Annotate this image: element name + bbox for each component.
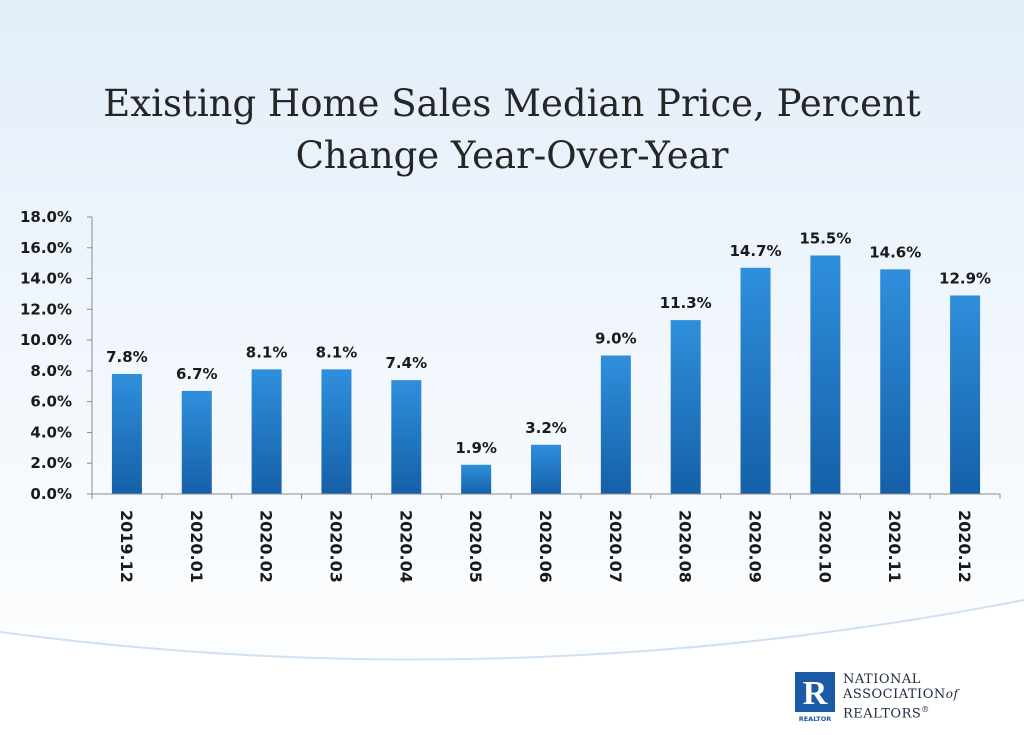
y-tick-label: 12.0% [20,300,72,318]
bars: 7.8% 6.7% 8.1% 8.1% 7.4% 1.9% 3.2% 9.0% 11.3% 14.… [106,229,991,494]
x-tick-label-2020.10: 2020.10 [815,510,834,583]
x-tick-label-2020.02: 2020.02 [257,510,276,583]
logo-line-2: ASSOCIATION [843,687,946,702]
data-label-2019.12: 7.8% [106,348,148,366]
x-tick-label-2020.04: 2020.04 [396,510,415,583]
x-tick-label-2020.05: 2020.05 [466,510,485,583]
bar-2019.12 [111,373,142,494]
x-tick-label-2019.12: 2019.12 [117,510,136,583]
bar-2020.01 [181,390,212,494]
y-tick-label: 4.0% [30,423,72,441]
logo-line-1: NATIONAL [843,672,921,687]
x-tick-label-2020.01: 2020.01 [187,510,206,583]
bar-2020.12 [950,295,981,494]
data-label-2020.06: 3.2% [525,419,567,437]
data-label-2020.08: 11.3% [660,294,712,312]
bar-2020.09 [740,267,771,494]
data-label-2020.03: 8.1% [316,343,358,361]
data-label-2020.10: 15.5% [799,229,851,247]
bar-2020.07 [600,355,631,494]
y-tick-label: 8.0% [30,362,72,380]
chart-title: Existing Home Sales Median Price, Percen… [0,78,1024,182]
chart-title-line-2: Change Year-Over-Year [295,134,729,177]
bar-2020.08 [670,320,701,494]
nar-logo: R REALTOR NATIONAL ASSOCIATIONof REALTOR… [793,670,983,724]
data-label-2020.12: 12.9% [939,269,991,287]
bar-2020.11 [880,269,911,494]
logo-line-3-suffix: ® [921,705,930,714]
bar-2020.06 [531,444,561,494]
data-label-2020.04: 7.4% [386,354,428,372]
logo-line-2-suffix: of [945,687,959,701]
y-tick-label: 14.0% [20,270,72,288]
y-tick-label: 0.0% [30,485,72,503]
logo-mark-letter: R [803,675,828,712]
data-label-2020.05: 1.9% [455,439,497,457]
x-tick-label-2020.07: 2020.07 [606,510,625,583]
logo-line-3: REALTORS [843,706,922,722]
y-tick-label: 2.0% [30,454,72,472]
logo-mark-caption: REALTOR [799,715,832,723]
y-tick-label: 6.0% [30,393,72,411]
y-axis: 0.0% 2.0% 4.0% 6.0% 8.0% 10.0% 12.0% 14.0% 16.0%… [20,208,93,503]
chart-title-line-1: Existing Home Sales Median Price, Percen… [103,82,921,125]
bar-2020.05 [461,464,492,494]
data-label-2020.11: 14.6% [869,243,921,261]
x-tick-label-2020.08: 2020.08 [676,510,695,583]
data-label-2020.07: 9.0% [595,330,637,348]
bar-2020.04 [391,380,422,494]
y-tick-label: 18.0% [20,208,72,226]
x-tick-label-2020.09: 2020.09 [746,510,765,583]
data-label-2020.02: 8.1% [246,343,288,361]
data-label-2020.01: 6.7% [176,365,218,383]
x-tick-label-2020.12: 2020.12 [955,510,974,583]
bar-2020.10 [810,255,841,494]
x-axis: 2019.12 2020.01 2020.02 2020.03 2020.04 2020.… [91,493,1001,583]
bar-2020.02 [251,369,282,494]
x-tick-label-2020.06: 2020.06 [536,510,555,583]
x-tick-label-2020.03: 2020.03 [326,510,345,583]
logo-wordmark: NATIONAL ASSOCIATIONof REALTORS® [843,672,958,721]
decorative-swoosh [0,599,1024,661]
bar-2020.03 [321,369,352,494]
realtor-r-mark-icon: R REALTOR [795,672,835,723]
data-label-2020.09: 14.7% [730,242,782,260]
y-tick-label: 16.0% [20,239,72,257]
x-tick-label-2020.11: 2020.11 [885,510,904,583]
y-tick-label: 10.0% [20,331,72,349]
